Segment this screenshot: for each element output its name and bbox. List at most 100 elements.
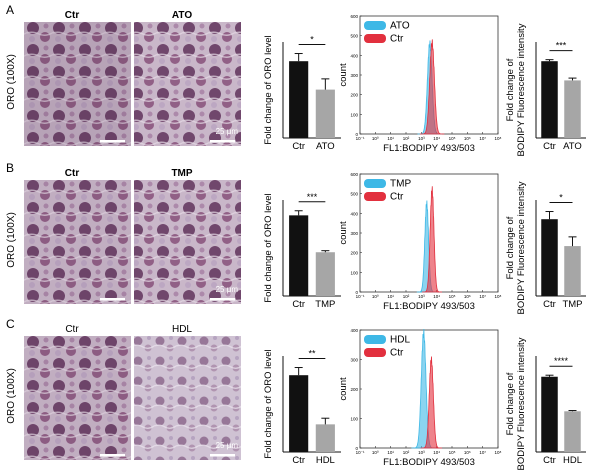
y-tick-label: 200 [350, 251, 358, 256]
x-tick-label: 10⁷ [479, 136, 486, 141]
x-tick-label: 10⁵ [449, 450, 456, 455]
micrograph-treat [134, 336, 241, 460]
histogram-ylabel: count [338, 377, 349, 401]
tick-label-ATO: ATO [563, 141, 582, 152]
y-axis-label: Fold change of [505, 372, 516, 435]
legend-label-Ctr: Ctr [390, 34, 404, 45]
y-tick-label: 0 [355, 446, 358, 451]
scale-bar-label: 25 μm [216, 441, 239, 450]
oro-bar-chart: Ctr ATO * Fold change of ORO level [263, 35, 341, 152]
histogram-peak-Ctr [419, 39, 445, 135]
y-tick-label: 500 [350, 192, 358, 197]
scale-bar-treat [210, 454, 235, 457]
legend-label-HDL: HDL [390, 335, 410, 346]
row-A: A Ctr ATO ORO (100X) 25 μm Ctr ATO * Fold change… [6, 3, 586, 156]
y-tick-label: 100 [350, 270, 358, 275]
x-tick-label: 10¹ [387, 136, 394, 141]
y-axis-label: Fold change of ORO level [263, 193, 274, 302]
legend-label-ATO: ATO [390, 21, 410, 32]
photo-ylabel: ORO (100X) [6, 368, 17, 424]
x-tick-label: 10⁸ [495, 450, 502, 455]
significance-label: *** [556, 41, 567, 51]
bar-TMP [315, 252, 335, 296]
scale-bar-ctrl [100, 454, 125, 457]
micrograph-ctrl [24, 22, 131, 146]
scale-bar-ctrl [100, 140, 125, 143]
y-tick-label: 300 [350, 358, 358, 363]
bodipy-bar-chart: Ctr TMP * Fold change of BODIPY Fluorescence… [505, 181, 586, 314]
tick-label-ATO: ATO [316, 141, 335, 152]
significance-label: ** [308, 349, 316, 359]
y-tick-label: 600 [350, 172, 358, 177]
tick-label-TMP: TMP [562, 299, 582, 310]
oro-bar-chart: Ctr TMP *** Fold change of ORO level [263, 192, 341, 310]
bar-Ctr [541, 61, 558, 139]
legend-label-Ctr: Ctr [390, 192, 404, 203]
micrograph-ctrl [24, 180, 131, 304]
legend-swatch-ATO [364, 21, 386, 30]
micrograph-treat [134, 180, 241, 304]
x-tick-label: 10⁻¹ [356, 450, 365, 455]
y-tick-label: 500 [350, 34, 358, 39]
tick-label-Ctr: Ctr [543, 455, 556, 466]
y-tick-label: 600 [350, 14, 358, 19]
x-tick-label: 10⁷ [479, 450, 486, 455]
tick-label-Ctr: Ctr [543, 141, 556, 152]
y-tick-label: 0 [355, 290, 358, 295]
x-tick-label: 10⁻¹ [356, 294, 365, 299]
x-tick-label: 10¹ [387, 450, 394, 455]
bar-Ctr [289, 61, 309, 139]
flow-histogram: 0 100 200 300 400 500 600 10⁻¹ 10⁰ 10¹ 10² 10³ 10⁴ 10… [338, 172, 502, 312]
row-B: B Ctr TMP ORO (100X) 25 μm Ctr TMP *** Fold chan… [6, 161, 586, 314]
legend-swatch-HDL [364, 335, 386, 344]
x-tick-label: 10⁰ [372, 294, 379, 299]
x-tick-label: 10⁶ [464, 450, 471, 455]
tick-label-Ctr: Ctr [543, 299, 556, 310]
flow-histogram: 0 100 200 300 400 500 600 10⁻¹ 10⁰ 10¹ 10² 10³ 10⁴ 10… [338, 14, 502, 154]
histogram-xlabel: FL1:BODIPY 493/503 [383, 143, 475, 154]
bar-Ctr [541, 219, 558, 296]
scale-bar-label: 25 μm [216, 127, 239, 136]
row-C: C Ctr HDL ORO (100X) 25 μm Ctr HDL ** Fold chang… [6, 317, 586, 470]
legend-label-Ctr: Ctr [390, 348, 404, 359]
bar-TMP [564, 246, 581, 296]
y-tick-label: 400 [350, 211, 358, 216]
x-tick-label: 10⁸ [495, 294, 502, 299]
significance-label: **** [554, 356, 569, 366]
bar-HDL [564, 411, 581, 452]
tick-label-Ctr: Ctr [292, 299, 305, 310]
significance-label: *** [307, 192, 318, 202]
y-tick-label: 300 [350, 231, 358, 236]
x-tick-label: 10⁴ [433, 136, 440, 141]
photo-label-ctrl: Ctr [65, 168, 80, 179]
micrograph-ctrl-tint [24, 336, 131, 460]
photo-label-ctrl: Ctr [65, 324, 79, 335]
micrograph-ctrl-tint [24, 22, 131, 146]
scale-bar-treat [210, 140, 235, 143]
legend-swatch-Ctr [364, 348, 386, 357]
x-tick-label: 10⁴ [433, 450, 440, 455]
photo-label-treat: TMP [171, 168, 192, 179]
y-tick-label: 100 [350, 417, 358, 422]
y-tick-label: 100 [350, 112, 358, 117]
photo-label-treat: HDL [172, 324, 192, 335]
micrograph-ctrl [24, 336, 131, 460]
oro-bar-chart: Ctr HDL ** Fold change of ORO level [263, 349, 341, 466]
y-axis-label: Fold change of [505, 216, 516, 279]
x-tick-label: 10⁵ [449, 136, 456, 141]
y-axis-label: Fold change of ORO level [263, 35, 274, 144]
legend-label-TMP: TMP [390, 179, 411, 190]
legend-swatch-Ctr [364, 192, 386, 201]
scale-bar-treat [210, 298, 235, 301]
y-axis-label: BODIPY Fluorescence intensity [516, 23, 527, 156]
histogram-ylabel: count [338, 63, 349, 87]
x-tick-label: 10² [403, 136, 410, 141]
bodipy-bar-chart: Ctr HDL **** Fold change of BODIPY Fluoresce… [505, 337, 586, 470]
x-tick-label: 10⁸ [495, 136, 502, 141]
bar-HDL [315, 424, 335, 452]
x-tick-label: 10¹ [387, 294, 394, 299]
legend-swatch-Ctr [364, 34, 386, 43]
y-axis-label: BODIPY Fluorescence intensity [516, 181, 527, 314]
bar-Ctr [289, 375, 309, 452]
x-tick-label: 10⁶ [464, 136, 471, 141]
